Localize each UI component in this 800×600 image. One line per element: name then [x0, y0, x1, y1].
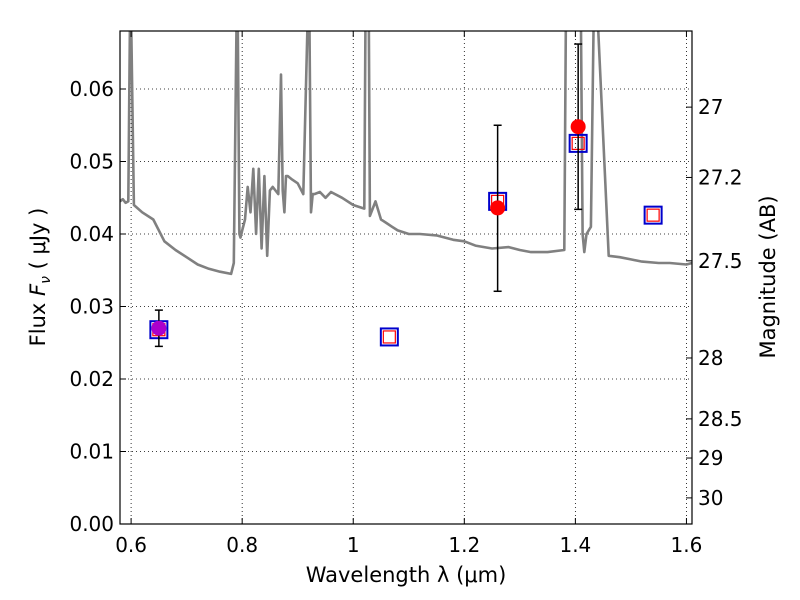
model-band-square-inner [646, 208, 660, 222]
y-label-subscript: ν [38, 276, 54, 284]
y-tick-label: 0.04 [69, 222, 114, 246]
model-band-square [379, 327, 399, 347]
y-tick-label: 0.01 [69, 440, 114, 464]
model-spectrum-line [120, 31, 692, 276]
y-label-suffix: ( μJy ) [26, 208, 50, 276]
y2-tick-label: 28.5 [698, 407, 743, 431]
y2-tick-label: 27 [698, 95, 723, 119]
y2-tick-label: 28 [698, 346, 723, 370]
observed-point [490, 200, 506, 216]
y-tick-label: 0.02 [69, 367, 114, 391]
y-axis-label: Flux Fν ( μJy ) [26, 208, 54, 347]
y-tick-label: 0.06 [69, 77, 114, 101]
axis-ticks: 0.6 0.8 1 1.2 1.4 1.6 0.00 0.01 0.02 0.03 0.04 0.05… [69, 31, 743, 557]
x-tick-label: 1.6 [671, 533, 703, 557]
model-band-square-inner [382, 330, 396, 344]
y2-tick-label: 30 [698, 486, 723, 510]
y-tick-label: 0.03 [69, 295, 114, 319]
y2-axis-label: Magnitude (AB) [756, 195, 780, 358]
gridlines [120, 31, 692, 525]
model-band-square [643, 205, 663, 225]
y-tick-label: 0.05 [69, 150, 114, 174]
y2-tick-label: 27.5 [698, 249, 743, 273]
y-tick-label: 0.00 [69, 512, 114, 536]
x-axis-label: Wavelength λ (μm) [306, 563, 507, 587]
x-tick-label: 1.2 [448, 533, 480, 557]
plot-area [120, 31, 692, 348]
y-label-prefix: Flux [26, 296, 50, 346]
y2-tick-label: 29 [698, 446, 723, 470]
y2-tick-label: 27.2 [698, 165, 743, 189]
x-tick-label: 1.4 [559, 533, 591, 557]
plot-frame [119, 30, 693, 525]
x-tick-label: 0.6 [115, 533, 147, 557]
observed-point [570, 119, 586, 135]
observed-point [151, 320, 167, 336]
x-tick-label: 1 [347, 533, 360, 557]
y-label-symbol: F [26, 283, 50, 296]
x-tick-label: 0.8 [226, 533, 258, 557]
